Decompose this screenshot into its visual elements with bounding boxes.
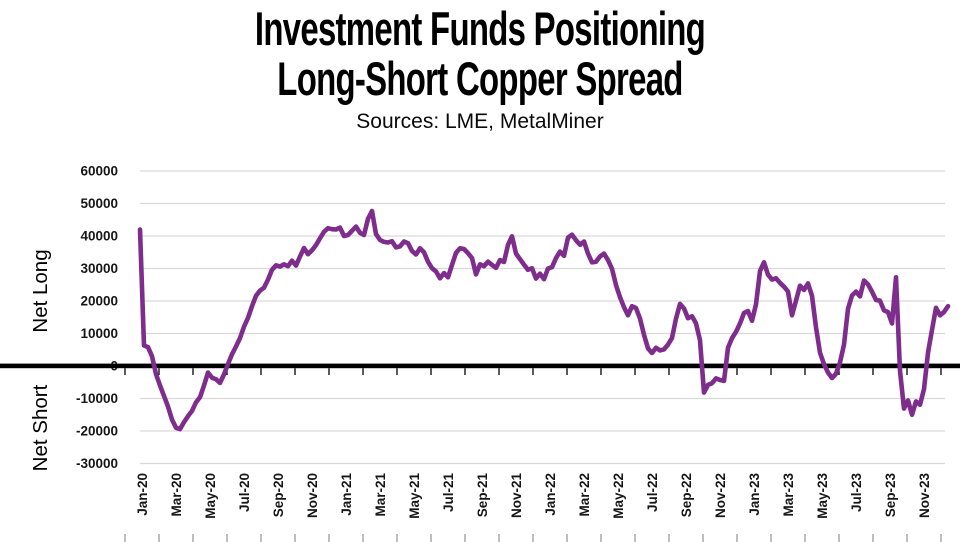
- x-tick-label: Mar-22: [577, 473, 592, 517]
- x-tick-label: Mar-21: [373, 473, 388, 517]
- chart-title-line1: Investment Funds Positioning: [254, 2, 706, 55]
- x-tick-label: May-23: [815, 473, 830, 519]
- y-tick-label: 20000: [80, 294, 118, 309]
- x-tick-label: Jul-22: [645, 473, 660, 512]
- y-tick-label: -10000: [76, 391, 118, 406]
- x-tick-label: Jan-21: [339, 473, 354, 516]
- x-tick-label: Jan-23: [747, 473, 762, 516]
- x-tick-label: Nov-21: [509, 473, 524, 519]
- y-tick-label: 10000: [80, 326, 118, 341]
- x-tick-label: May-21: [407, 473, 422, 519]
- x-tick-label: Jul-20: [237, 473, 252, 512]
- y-tick-label: -30000: [76, 456, 118, 471]
- y-tick-label: 60000: [80, 164, 118, 179]
- y-tick-label: 30000: [80, 261, 118, 276]
- copper-spread-series-line: [137, 208, 951, 432]
- x-tick-label: Mar-20: [169, 473, 184, 517]
- chart-subtitle: Sources: LME, MetalMiner: [356, 110, 604, 133]
- x-tick-label: May-20: [203, 473, 218, 519]
- x-tick-label: May-22: [611, 473, 626, 519]
- x-tick-label: Sep-23: [883, 473, 898, 518]
- net-long-axis-label: Net Long: [29, 249, 52, 332]
- y-tick-label: -20000: [76, 424, 118, 439]
- x-tick-label: Jan-20: [135, 473, 150, 516]
- x-tick-label: Nov-22: [713, 473, 728, 518]
- chart-title-line2: Long-Short Copper Spread: [277, 52, 683, 105]
- x-tick-label: Jul-23: [849, 473, 864, 513]
- x-tick-label: Sep-20: [271, 473, 286, 517]
- y-tick-label: 50000: [80, 196, 118, 211]
- x-tick-label: Sep-22: [679, 473, 694, 517]
- x-tick-label: Nov-20: [305, 473, 320, 518]
- title-block: Investment Funds Positioning Long-Short …: [0, 4, 960, 134]
- x-tick-label: Nov-23: [917, 473, 932, 519]
- x-tick-label: Mar-23: [781, 473, 796, 517]
- y-tick-label: 40000: [80, 229, 118, 244]
- net-short-axis-label: Net Short: [29, 384, 52, 471]
- x-tick-label: Jan-22: [543, 473, 558, 516]
- x-tick-label: Jul-21: [441, 473, 456, 513]
- zero-axis-line: [0, 363, 960, 369]
- x-tick-label: Sep-21: [475, 473, 490, 518]
